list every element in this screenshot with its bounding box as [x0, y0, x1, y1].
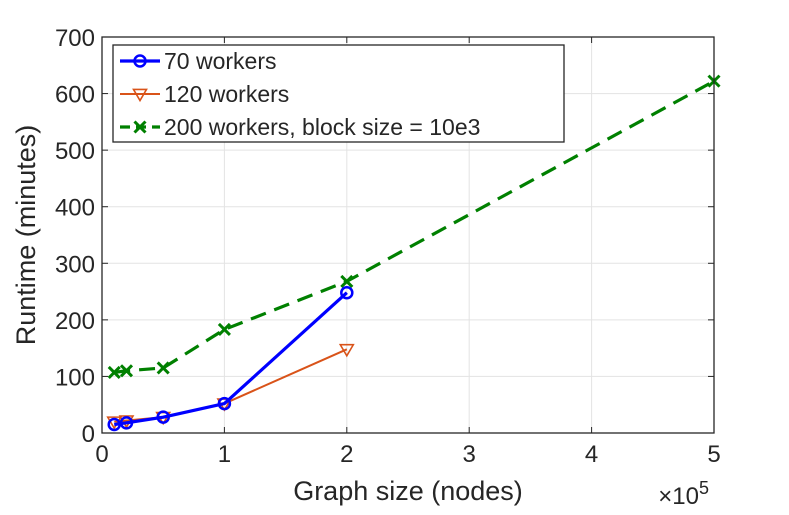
- y-tick-label: 300: [55, 251, 95, 278]
- data-point: [119, 416, 134, 430]
- data-point: [156, 361, 170, 375]
- x-axis-label: Graph size (nodes): [293, 476, 523, 506]
- legend-item: 200 workers, block size = 10e3: [120, 114, 480, 140]
- legend-item: 70 workers: [120, 48, 276, 74]
- series-1: [106, 343, 355, 430]
- plot-area-frame: [101, 36, 715, 434]
- data-point: [217, 396, 232, 411]
- series-line: [114, 291, 348, 427]
- y-tick-label: 700: [55, 25, 95, 52]
- data-point: [107, 417, 121, 432]
- x-axis-multiplier: ×105: [658, 478, 709, 510]
- data-point: [132, 88, 148, 103]
- data-point: [133, 54, 147, 68]
- x-tick-label: 0: [95, 441, 108, 468]
- y-tick-label: 200: [55, 308, 95, 335]
- y-tick-label: 600: [55, 82, 95, 109]
- legend-item: 120 workers: [120, 81, 289, 107]
- legend: 70 workers 120 workers 200 workers, block …: [112, 44, 565, 143]
- y-axis-label: Runtime (minutes): [11, 125, 41, 346]
- x-tick-label: 1: [218, 441, 231, 468]
- x-tick-label: 5: [707, 441, 720, 468]
- x-axis-multiplier-base: ×10: [658, 483, 699, 510]
- data-point: [119, 364, 134, 378]
- y-tick-label: 0: [82, 421, 95, 448]
- y-tick-label: 500: [55, 138, 95, 165]
- y-tick-label: 100: [55, 364, 95, 391]
- axis-ticks: 0 1 2 3 4 5 0 100 200 300 400 500 600 700: [55, 25, 721, 468]
- legend-label: 200 workers, block size = 10e3: [164, 114, 480, 140]
- series-line: [114, 348, 348, 423]
- x-tick-label: 4: [585, 441, 598, 468]
- data-point: [217, 322, 231, 337]
- data-point: [107, 365, 121, 380]
- legend-box: [112, 44, 565, 143]
- legend-label: 120 workers: [164, 81, 289, 107]
- legend-label: 70 workers: [164, 48, 276, 74]
- x-tick-label: 3: [463, 441, 476, 468]
- data-point: [340, 274, 354, 288]
- data-point: [133, 120, 147, 134]
- x-tick-label: 2: [340, 441, 353, 468]
- data-point: [340, 285, 354, 300]
- series-0: [107, 285, 354, 432]
- x-axis-multiplier-exponent: 5: [699, 478, 709, 498]
- y-tick-label: 400: [55, 195, 95, 222]
- series-layer: [106, 74, 721, 432]
- data-point: [338, 343, 355, 358]
- data-point: [156, 410, 170, 424]
